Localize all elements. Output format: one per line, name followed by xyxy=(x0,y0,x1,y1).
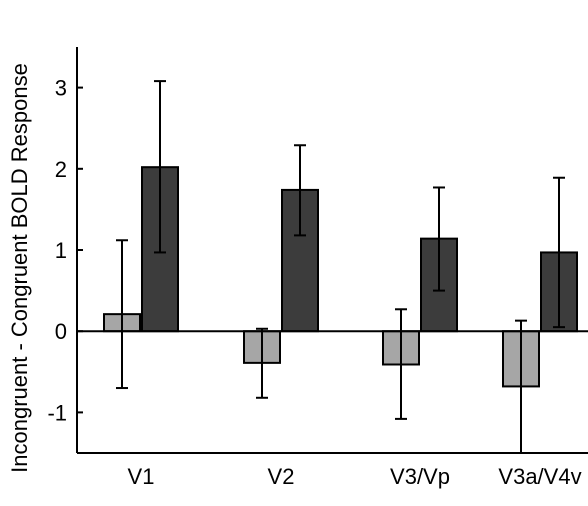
y-tick-label: 2 xyxy=(55,157,67,182)
y-tick-label: 1 xyxy=(55,238,67,263)
x-tick-label: V3a/V4v xyxy=(498,464,581,489)
plot-area: -1 0 1 2 3 V1 V2 V3/Vp V3a/V4v xyxy=(47,47,588,489)
x-tick-label: V3/Vp xyxy=(390,464,450,489)
y-tick-label: 3 xyxy=(55,76,67,101)
y-axis-title: Incongruent - Congruent BOLD Response xyxy=(7,63,32,473)
x-tick-label: V1 xyxy=(128,464,155,489)
y-tick-label: -1 xyxy=(47,400,67,425)
y-tick-label: 0 xyxy=(55,319,67,344)
x-tick-label: V2 xyxy=(268,464,295,489)
